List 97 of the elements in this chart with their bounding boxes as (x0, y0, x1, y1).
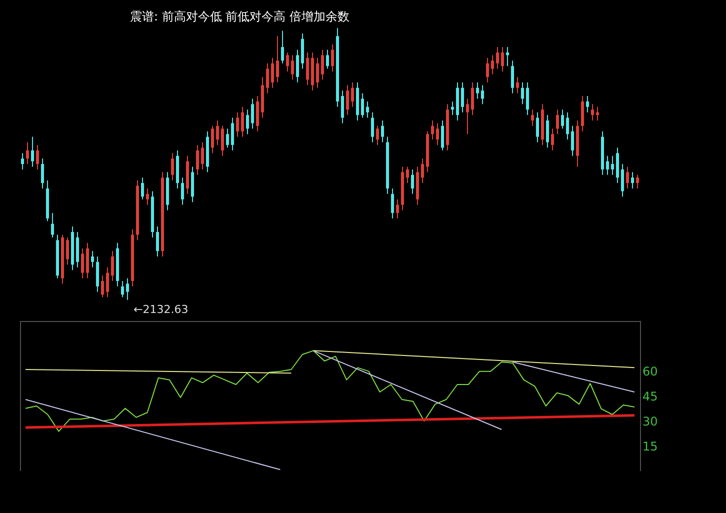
candlestick (296, 49, 299, 83)
candlestick (376, 125, 379, 146)
candlestick (481, 84, 484, 105)
candlestick (246, 109, 249, 135)
candlestick (231, 117, 234, 151)
candlestick (556, 109, 559, 135)
candlestick (391, 188, 394, 219)
candlestick (406, 166, 409, 184)
text: ←2132.63 (134, 303, 188, 316)
candlestick (451, 100, 454, 116)
candlestick (31, 136, 34, 168)
candlestick (271, 57, 274, 88)
candlestick (521, 82, 524, 105)
candlestick (276, 36, 279, 83)
candlestick (571, 125, 574, 156)
candlestick (476, 82, 479, 100)
candlestick (226, 128, 229, 148)
candlestick (51, 212, 54, 238)
candlestick (496, 46, 499, 70)
candlestick (101, 275, 104, 298)
candlestick (606, 155, 609, 176)
candlestick (551, 128, 554, 151)
candlestick (291, 54, 294, 80)
candlestick (591, 104, 594, 121)
candlestick (211, 125, 214, 154)
y-tick-label: 15 (642, 440, 658, 454)
candlestick (156, 226, 159, 257)
candlestick (321, 49, 324, 80)
candlestick (201, 142, 204, 170)
candlestick (561, 109, 564, 130)
candlestick (106, 266, 109, 298)
candlestick (626, 166, 629, 189)
candlestick (21, 152, 24, 170)
candlestick (441, 120, 444, 151)
candlestick (436, 122, 439, 146)
candlestick (36, 144, 39, 170)
candlestick (621, 164, 624, 198)
candlestick (266, 62, 269, 94)
candlestick (236, 112, 239, 138)
y-tick-label: 30 (642, 414, 658, 428)
y-tick-label: 45 (642, 390, 658, 404)
candlestick (121, 280, 124, 298)
candlestick (586, 96, 589, 113)
candlestick (41, 158, 44, 189)
candlestick (331, 44, 334, 72)
candlestick (636, 174, 639, 189)
candlestick (611, 155, 614, 176)
candlestick (286, 52, 289, 72)
candlestick (566, 112, 569, 140)
candlestick (396, 198, 399, 219)
candlestick (141, 177, 144, 200)
candlestick (281, 30, 284, 64)
chart-title: 震谱: 前高对今低 前低对今高 倍增加余数 (130, 10, 350, 24)
candlestick (546, 114, 549, 148)
candlestick (516, 76, 519, 94)
candlestick (466, 98, 469, 135)
candlestick (81, 248, 84, 279)
candlestick (326, 49, 329, 70)
candlestick (341, 90, 344, 124)
candlestick (361, 92, 364, 118)
candlestick (241, 106, 244, 138)
candlestick (461, 82, 464, 113)
candlestick (431, 120, 434, 140)
candlestick (346, 84, 349, 116)
candlestick (486, 57, 489, 83)
candlestick (631, 172, 634, 189)
candlestick (421, 158, 424, 184)
candlestick (471, 82, 474, 116)
candlestick (196, 144, 199, 176)
candlestick (366, 100, 369, 118)
candlestick (316, 57, 319, 88)
line-series (25, 350, 635, 432)
candlestick (531, 109, 534, 126)
candlestick (66, 236, 69, 266)
candlestick (111, 250, 114, 282)
candlestick (306, 52, 309, 86)
candlestick (351, 82, 354, 108)
candlestick (506, 46, 509, 67)
candlestick (251, 98, 254, 130)
candlestick (91, 250, 94, 268)
candlestick (371, 112, 374, 143)
candlestick (491, 54, 494, 75)
candlestick (221, 125, 224, 156)
candlestick (511, 60, 514, 94)
candlestick (381, 120, 384, 143)
candlestick (526, 82, 529, 116)
candlestick (501, 46, 504, 72)
candlestick (216, 120, 219, 146)
candlestick (181, 177, 184, 206)
candlestick (126, 278, 129, 300)
candlestick (26, 142, 29, 164)
candlestick (596, 106, 599, 121)
y-tick-label: 60 (642, 364, 658, 378)
candlestick (536, 112, 539, 143)
candlestick (171, 152, 174, 181)
candlestick (411, 168, 414, 194)
candlestick (146, 188, 149, 206)
